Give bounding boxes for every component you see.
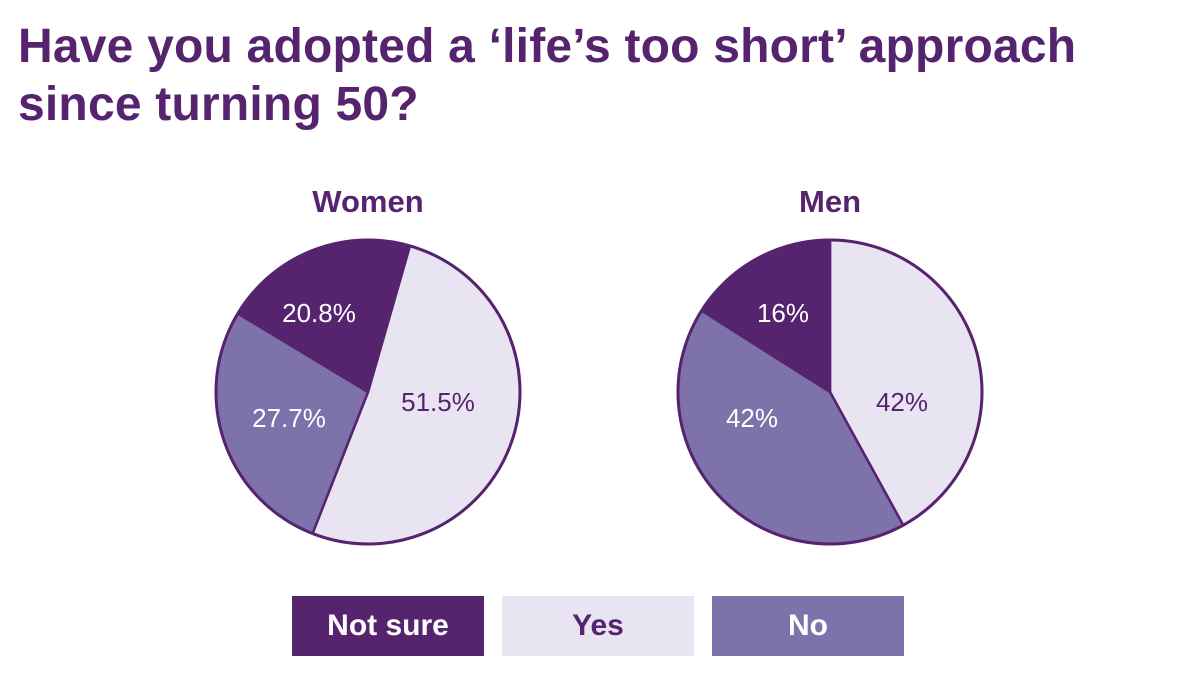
pie-title-men: Men — [799, 184, 861, 219]
pie-chart-men: 42% 42% 16% Men — [676, 184, 984, 546]
data-label-not-sure: 20.8% — [282, 298, 356, 328]
pie-outline — [676, 238, 984, 546]
data-label-no: 27.7% — [252, 403, 326, 433]
data-label-yes: 42% — [876, 387, 928, 417]
legend-item-yes: Yes — [502, 596, 694, 656]
legend: Not sure Yes No — [292, 596, 904, 656]
data-label-not-sure: 16% — [757, 298, 809, 328]
pie-chart-women: 51.5% 27.7% 20.8% Women — [214, 184, 522, 546]
data-label-yes: 51.5% — [401, 387, 475, 417]
data-label-no: 42% — [726, 403, 778, 433]
legend-label-not-sure: Not sure — [327, 609, 449, 642]
pie-title-women: Women — [312, 184, 423, 219]
pie-outline — [214, 238, 522, 546]
chart-title: Have you adopted a ‘life’s too short’ ap… — [18, 20, 1077, 131]
legend-item-no: No — [712, 596, 904, 656]
legend-item-not-sure: Not sure — [292, 596, 484, 656]
legend-label-yes: Yes — [572, 609, 624, 642]
legend-label-no: No — [788, 609, 828, 642]
